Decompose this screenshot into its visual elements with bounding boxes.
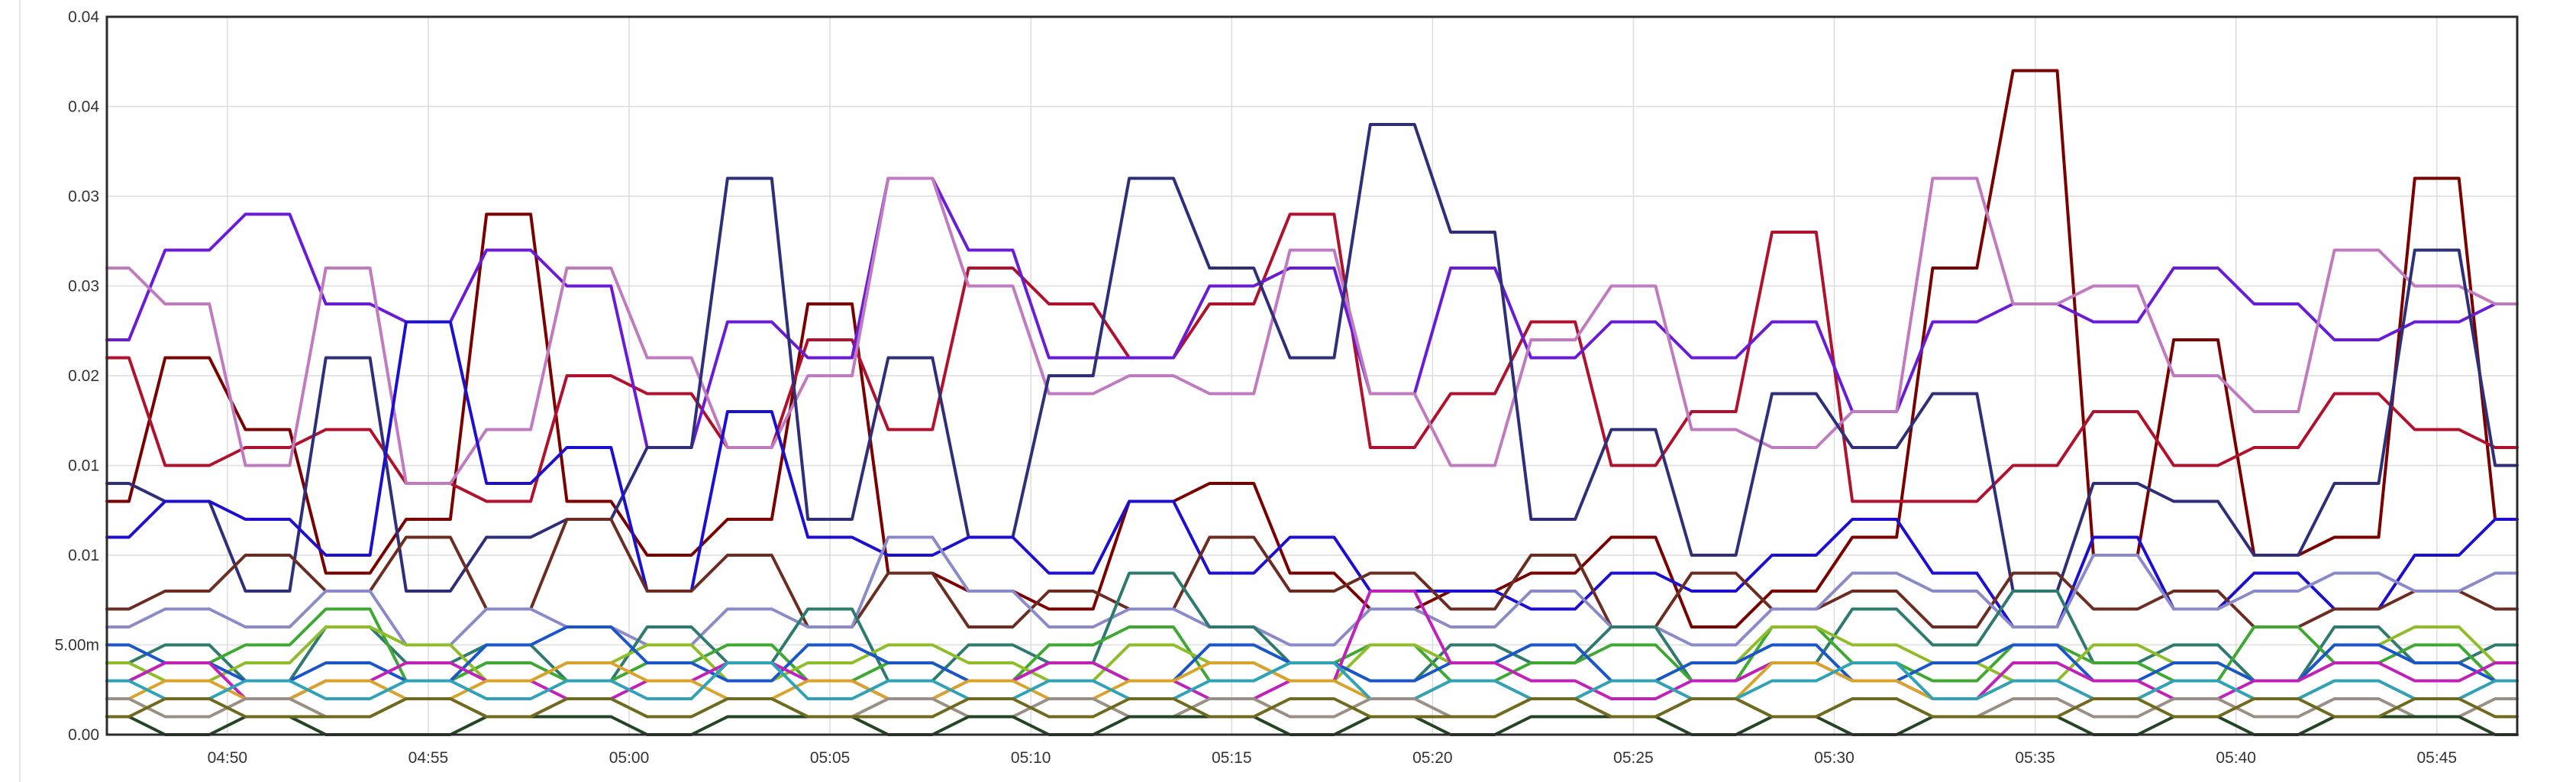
series-line-5: [105, 123, 2519, 593]
x-axis-ticks: 04:50 04:55 05:00 05:05 05:10 05:15 05:20 05:25…: [208, 749, 2457, 767]
series-line-3: [105, 176, 2519, 449]
y-tick-label: 0.03: [68, 188, 99, 205]
x-tick-label: 05:10: [1011, 749, 1051, 767]
y-tick-label: 0.03: [68, 278, 99, 296]
y-tick-label: 0.04: [68, 8, 99, 26]
x-tick-label: 05:30: [1814, 749, 1855, 767]
y-tick-label: 5.00m: [55, 637, 99, 654]
y-tick-label: 0.01: [68, 457, 99, 475]
x-tick-label: 05:05: [810, 749, 851, 767]
series-lines: [105, 69, 2519, 736]
y-tick-label: 0.04: [68, 99, 99, 116]
x-tick-label: 05:45: [2416, 749, 2457, 767]
x-tick-label: 04:50: [208, 749, 248, 767]
y-tick-label: 0.01: [68, 547, 99, 564]
x-tick-label: 05:25: [1613, 749, 1654, 767]
x-tick-label: 04:55: [408, 749, 449, 767]
series-line-4: [105, 176, 2519, 485]
x-tick-label: 05:15: [1212, 749, 1252, 767]
series-line-6: [105, 320, 2519, 629]
series-line-14: [105, 661, 2519, 700]
x-tick-label: 05:00: [609, 749, 650, 767]
y-tick-label: 0.00: [68, 726, 99, 744]
series-line-8: [105, 535, 2519, 647]
y-tick-label: 0.02: [68, 367, 99, 385]
plot-area: [105, 15, 2519, 736]
y-axis-ticks: 0.00 5.00m 0.01 0.01 0.02 0.03 0.03 0.04 0.04: [55, 8, 100, 744]
series-line-1: [105, 69, 2519, 629]
x-tick-label: 05:40: [2216, 749, 2256, 767]
x-tick-label: 05:35: [2015, 749, 2055, 767]
series-line-18: [105, 697, 2519, 719]
series-line-2: [105, 212, 2519, 503]
x-tick-label: 05:20: [1412, 749, 1453, 767]
series-line-17: [105, 715, 2519, 736]
